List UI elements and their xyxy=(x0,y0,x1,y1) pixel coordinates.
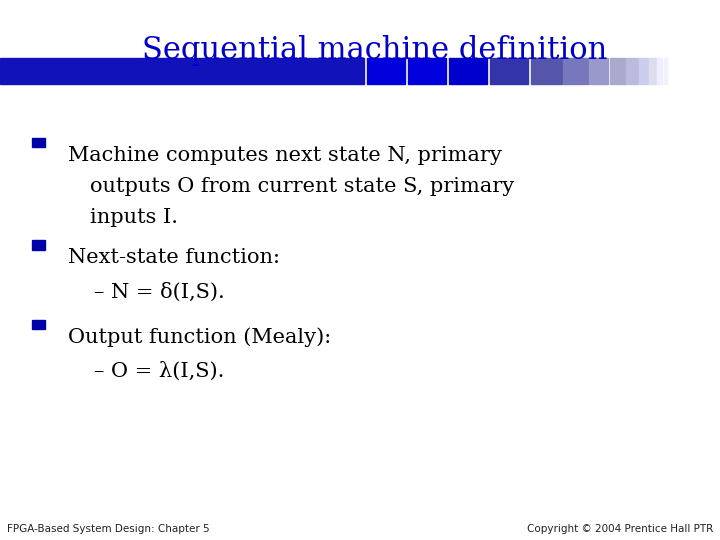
Bar xyxy=(626,58,638,84)
Text: inputs I.: inputs I. xyxy=(90,208,178,227)
Text: outputs O from current state S, primary: outputs O from current state S, primary xyxy=(90,177,514,196)
Bar xyxy=(649,58,656,84)
Text: Next-state function:: Next-state function: xyxy=(68,248,280,267)
Bar xyxy=(664,58,667,84)
Bar xyxy=(32,138,45,147)
Bar xyxy=(531,58,562,84)
Bar xyxy=(449,58,487,84)
Bar xyxy=(589,58,608,84)
Bar xyxy=(490,58,528,84)
Text: FPGA-Based System Design: Chapter 5: FPGA-Based System Design: Chapter 5 xyxy=(7,523,210,534)
Bar xyxy=(367,58,405,84)
Bar xyxy=(610,58,625,84)
Text: Sequential machine definition: Sequential machine definition xyxy=(142,35,607,66)
Text: – N = δ(I,S).: – N = δ(I,S). xyxy=(94,282,225,302)
Bar xyxy=(32,240,45,250)
Bar xyxy=(657,58,662,84)
Bar xyxy=(639,58,648,84)
Bar xyxy=(32,320,45,329)
Text: Copyright © 2004 Prentice Hall PTR: Copyright © 2004 Prentice Hall PTR xyxy=(526,523,713,534)
Text: Output function (Mealy):: Output function (Mealy): xyxy=(68,328,332,347)
Bar xyxy=(563,58,588,84)
Bar xyxy=(408,58,446,84)
Text: – O = λ(I,S).: – O = λ(I,S). xyxy=(94,362,224,381)
Text: Machine computes next state N, primary: Machine computes next state N, primary xyxy=(68,146,503,165)
Bar xyxy=(0,58,364,84)
